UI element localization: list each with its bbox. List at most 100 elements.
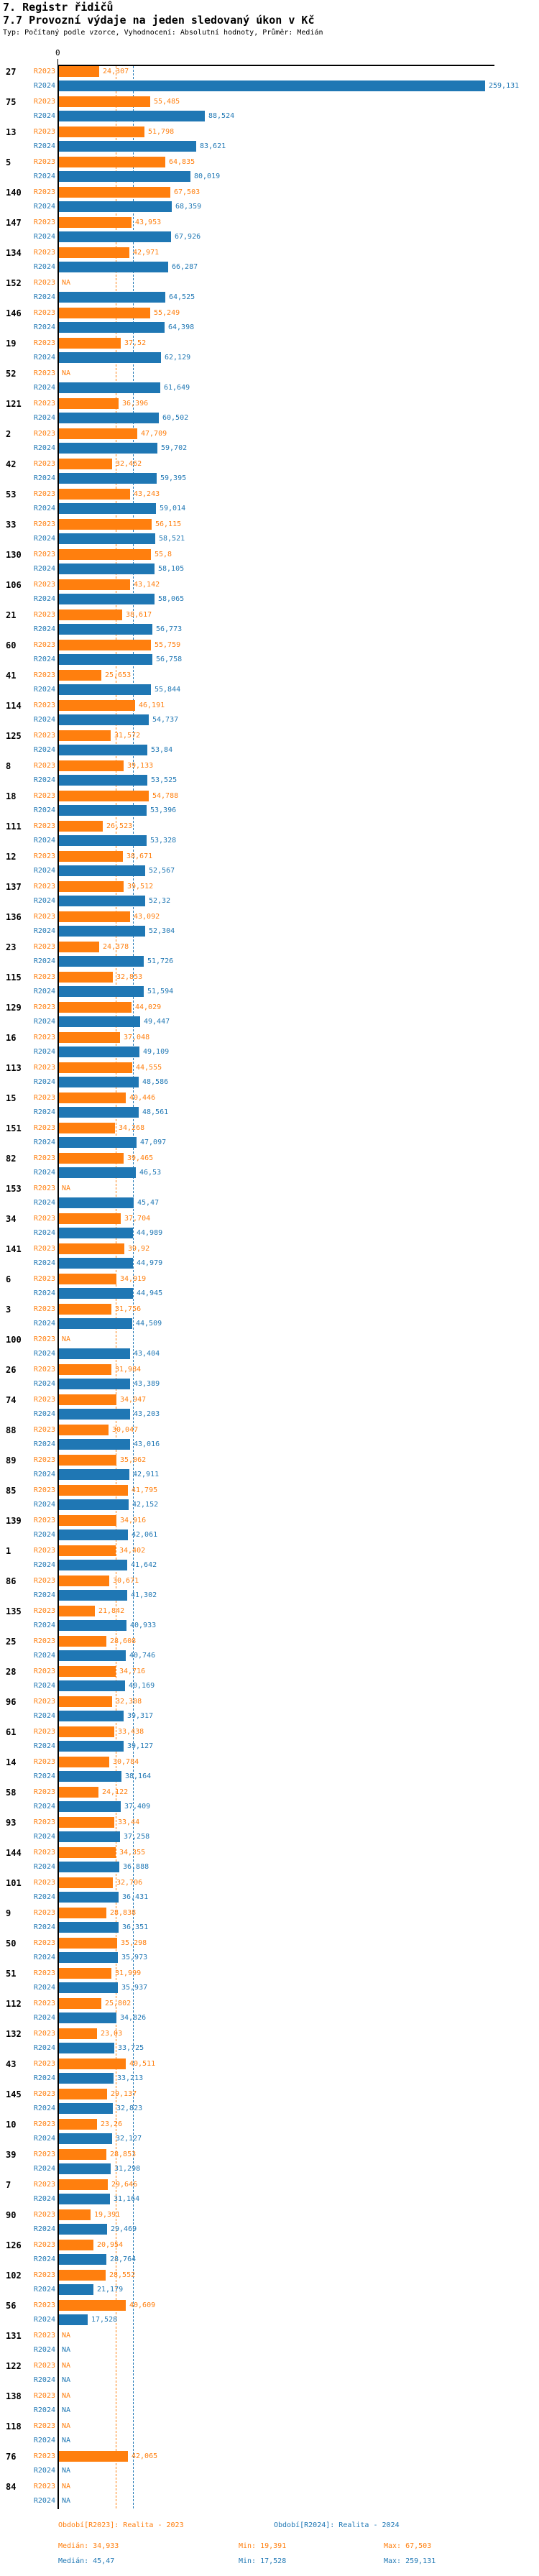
row-id-label: 5 xyxy=(6,157,11,167)
value-label: 44,945 xyxy=(137,1289,163,1297)
series-label-r2024: R2024 xyxy=(33,1018,55,1026)
bar-r2023 xyxy=(59,2179,108,2190)
series-label-r2024: R2024 xyxy=(33,897,55,905)
bar-r2024 xyxy=(59,654,152,665)
bar-r2024 xyxy=(59,1741,124,1752)
row-id-label: 136 xyxy=(6,912,22,922)
row-id-label: 125 xyxy=(6,731,22,741)
bar-r2024 xyxy=(59,1590,127,1601)
bar-r2024 xyxy=(59,1409,130,1420)
value-label: 56,773 xyxy=(156,625,183,633)
series-label-r2023: R2023 xyxy=(33,98,55,106)
row-id-label: 16 xyxy=(6,1033,17,1043)
bar-r2024 xyxy=(59,201,172,212)
row-id-label: 2 xyxy=(6,429,11,439)
value-label: 21,842 xyxy=(98,1607,125,1615)
value-label: 28,608 xyxy=(110,1637,137,1645)
bar-r2023 xyxy=(59,972,113,983)
series-label-r2023: R2023 xyxy=(33,1668,55,1675)
series-label-r2024: R2024 xyxy=(33,867,55,875)
na-label: NA xyxy=(62,2376,71,2384)
series-label-r2023: R2023 xyxy=(33,2392,55,2400)
row-id-label: 8 xyxy=(6,761,11,771)
na-label: NA xyxy=(62,2406,71,2414)
legend-max-r2024: Max: 259,131 xyxy=(384,2557,436,2565)
bar-r2024 xyxy=(59,533,155,544)
value-label: 47,709 xyxy=(141,430,167,438)
value-label: 31,298 xyxy=(114,2165,141,2173)
bar-r2024 xyxy=(59,1982,118,1993)
bar-r2023 xyxy=(59,2209,91,2220)
row-id-label: 60 xyxy=(6,640,17,650)
value-label: 30,784 xyxy=(113,1758,139,1766)
legend-max-r2023: Max: 67,503 xyxy=(384,2542,432,2550)
legend-median-r2023: Medián: 34,933 xyxy=(58,2542,119,2550)
value-label: 34,947 xyxy=(120,1396,147,1404)
bar-r2024 xyxy=(59,1348,130,1359)
bar-r2024 xyxy=(59,2224,107,2235)
value-label: 52,567 xyxy=(149,867,175,875)
series-label-r2024: R2024 xyxy=(33,203,55,211)
bar-r2023 xyxy=(59,1243,124,1254)
value-label: 32,127 xyxy=(116,2135,142,2143)
value-label: 54,737 xyxy=(152,716,179,724)
legend-period-r2024: Období[R2024]: Realita - 2024 xyxy=(274,2521,400,2529)
value-label: 24,122 xyxy=(102,1788,129,1796)
value-label: 33,213 xyxy=(117,2074,144,2082)
value-label: 43,016 xyxy=(134,1440,160,1448)
series-label-r2024: R2024 xyxy=(33,2255,55,2263)
series-label-r2023: R2023 xyxy=(33,1909,55,1917)
series-label-r2024: R2024 xyxy=(33,505,55,512)
bar-r2024 xyxy=(59,1530,128,1540)
bar-r2024 xyxy=(59,1801,121,1812)
row-id-label: 102 xyxy=(6,2271,22,2281)
row-id-label: 86 xyxy=(6,1576,17,1586)
value-label: 43,092 xyxy=(134,913,160,921)
value-label: 44,979 xyxy=(137,1259,163,1267)
row-id-label: 75 xyxy=(6,97,17,107)
y-axis-line xyxy=(57,65,59,2509)
series-label-r2024: R2024 xyxy=(33,1984,55,1992)
bar-r2023 xyxy=(59,549,151,560)
series-label-r2023: R2023 xyxy=(33,1788,55,1796)
series-label-r2024: R2024 xyxy=(33,1169,55,1177)
value-label: 44,555 xyxy=(136,1064,162,1072)
value-label: 62,129 xyxy=(165,354,191,362)
row-id-label: 96 xyxy=(6,1697,17,1707)
value-label: 30,047 xyxy=(112,1426,139,1434)
value-label: 32,706 xyxy=(116,1879,143,1887)
bar-r2024 xyxy=(59,2314,88,2325)
bar-r2024 xyxy=(59,684,151,695)
series-label-r2024: R2024 xyxy=(33,2437,55,2444)
series-label-r2023: R2023 xyxy=(33,2483,55,2490)
bar-r2024 xyxy=(59,503,156,514)
bar-r2023 xyxy=(59,1938,117,1949)
row-id-label: 131 xyxy=(6,2331,22,2341)
row-id-label: 7 xyxy=(6,2180,11,2190)
value-label: 37,704 xyxy=(124,1215,151,1223)
row-id-label: 15 xyxy=(6,1093,17,1103)
value-label: 32,308 xyxy=(116,1698,142,1706)
value-label: 33,438 xyxy=(118,1728,144,1736)
value-label: 51,594 xyxy=(147,988,174,995)
series-label-r2024: R2024 xyxy=(33,2376,55,2384)
bar-r2023 xyxy=(59,670,101,681)
series-label-r2023: R2023 xyxy=(33,1275,55,1283)
series-label-r2024: R2024 xyxy=(33,233,55,241)
row-id-label: 9 xyxy=(6,1908,11,1918)
value-label: 55,844 xyxy=(155,686,181,694)
series-label-r2023: R2023 xyxy=(33,158,55,166)
series-label-r2024: R2024 xyxy=(33,1440,55,1448)
value-label: 29,137 xyxy=(111,2090,137,2098)
value-label: 43,203 xyxy=(134,1410,160,1418)
na-label: NA xyxy=(62,2332,71,2340)
series-label-r2023: R2023 xyxy=(33,1184,55,1192)
bar-r2023 xyxy=(59,1032,120,1043)
bar-r2023 xyxy=(59,338,121,349)
bar-r2024 xyxy=(59,1831,120,1842)
bar-r2023 xyxy=(59,126,144,137)
bar-r2024 xyxy=(59,262,168,272)
bar-r2023 xyxy=(59,1515,116,1526)
value-label: 54,788 xyxy=(152,792,179,800)
bar-r2023 xyxy=(59,1908,106,1918)
